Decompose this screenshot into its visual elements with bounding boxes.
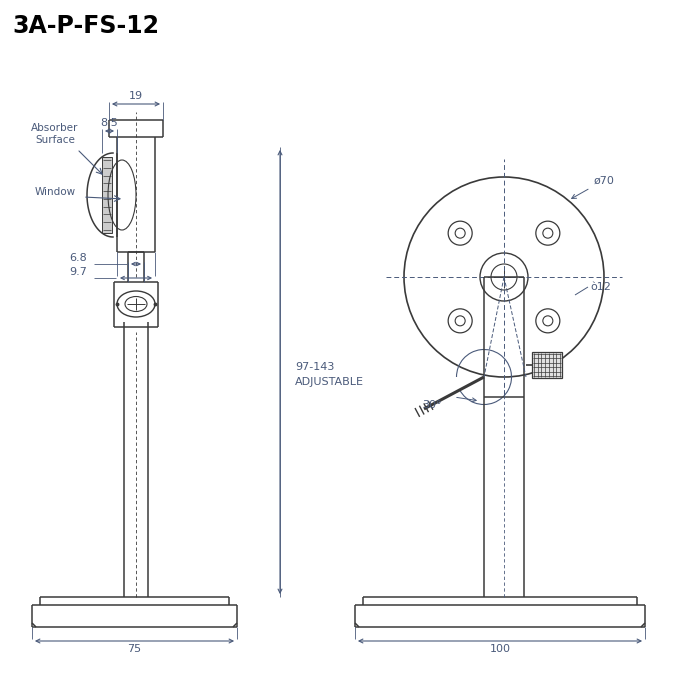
Text: 8.5: 8.5 <box>100 118 118 128</box>
Bar <box>102 157 112 233</box>
Text: 9.7: 9.7 <box>69 267 87 277</box>
Text: 100: 100 <box>489 644 510 654</box>
Text: 19: 19 <box>129 91 143 101</box>
Text: ADJUSTABLE: ADJUSTABLE <box>295 377 364 387</box>
Text: 30°: 30° <box>422 400 441 410</box>
Bar <box>532 352 562 378</box>
Text: ò12: ò12 <box>590 282 611 292</box>
Text: 3A-P-FS-12: 3A-P-FS-12 <box>12 14 159 38</box>
Text: 97-143: 97-143 <box>295 362 334 372</box>
Text: Window: Window <box>34 187 75 197</box>
Text: 6.8: 6.8 <box>69 253 87 263</box>
Text: Absorber
Surface: Absorber Surface <box>31 123 79 145</box>
Text: 75: 75 <box>127 644 141 654</box>
Text: ø70: ø70 <box>572 175 614 198</box>
